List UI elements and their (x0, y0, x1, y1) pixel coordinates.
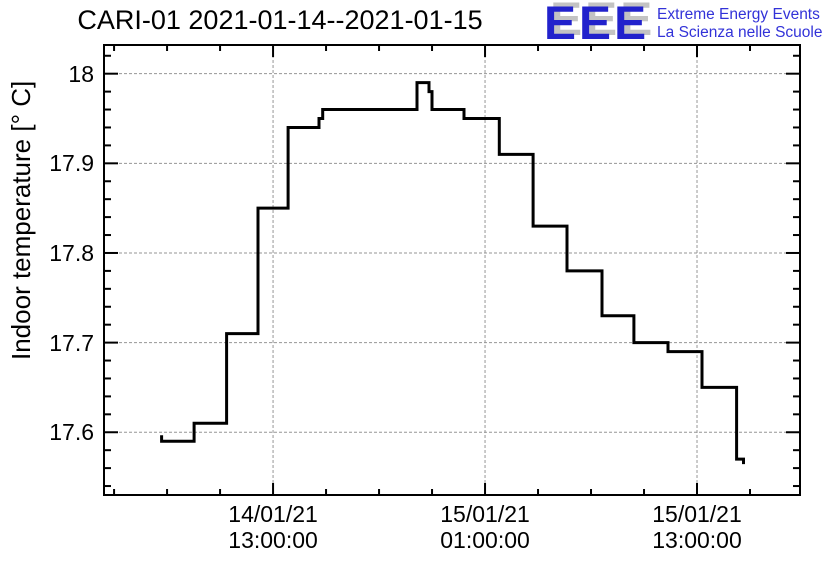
x-tick-label-line: 01:00:00 (440, 527, 530, 553)
temperature-step-line (160, 81, 745, 465)
y-tick-label: 17.9 (49, 150, 94, 177)
y-tick-label: 18 (68, 60, 94, 87)
y-tick-label: 17.8 (49, 239, 94, 266)
x-tick-label-line: 13:00:00 (652, 527, 742, 553)
x-tick-label-line: 15/01/21 (440, 501, 530, 527)
y-tick-label: 17.6 (49, 419, 94, 446)
x-tick-label: 14/01/21 13:00:00 (198, 501, 348, 553)
x-tick-label: 15/01/21 13:00:00 (622, 501, 772, 553)
x-tick-label-line: 13:00:00 (228, 527, 318, 553)
plot-frame (103, 44, 801, 496)
y-axis-title: Indoor temperature [° C] (6, 80, 36, 360)
eee-logo-line2: La Scienza nelle Scuole (657, 24, 823, 41)
x-tick-label-line: 15/01/21 (652, 501, 742, 527)
x-tick-label: 15/01/21 01:00:00 (410, 501, 560, 553)
eee-logo-acronym: EEE (544, 0, 650, 49)
chart-title: CARI-01 2021-01-14--2021-01-15 (77, 5, 483, 35)
eee-logo: EEE Extreme Energy Events La Scienza nel… (544, 0, 823, 49)
eee-logo-text: Extreme Energy Events La Scienza nelle S… (657, 4, 822, 42)
eee-logo-line1: Extreme Energy Events (657, 6, 820, 23)
x-tick-label-line: 14/01/21 (228, 501, 318, 527)
y-tick-label: 17.7 (49, 329, 94, 356)
